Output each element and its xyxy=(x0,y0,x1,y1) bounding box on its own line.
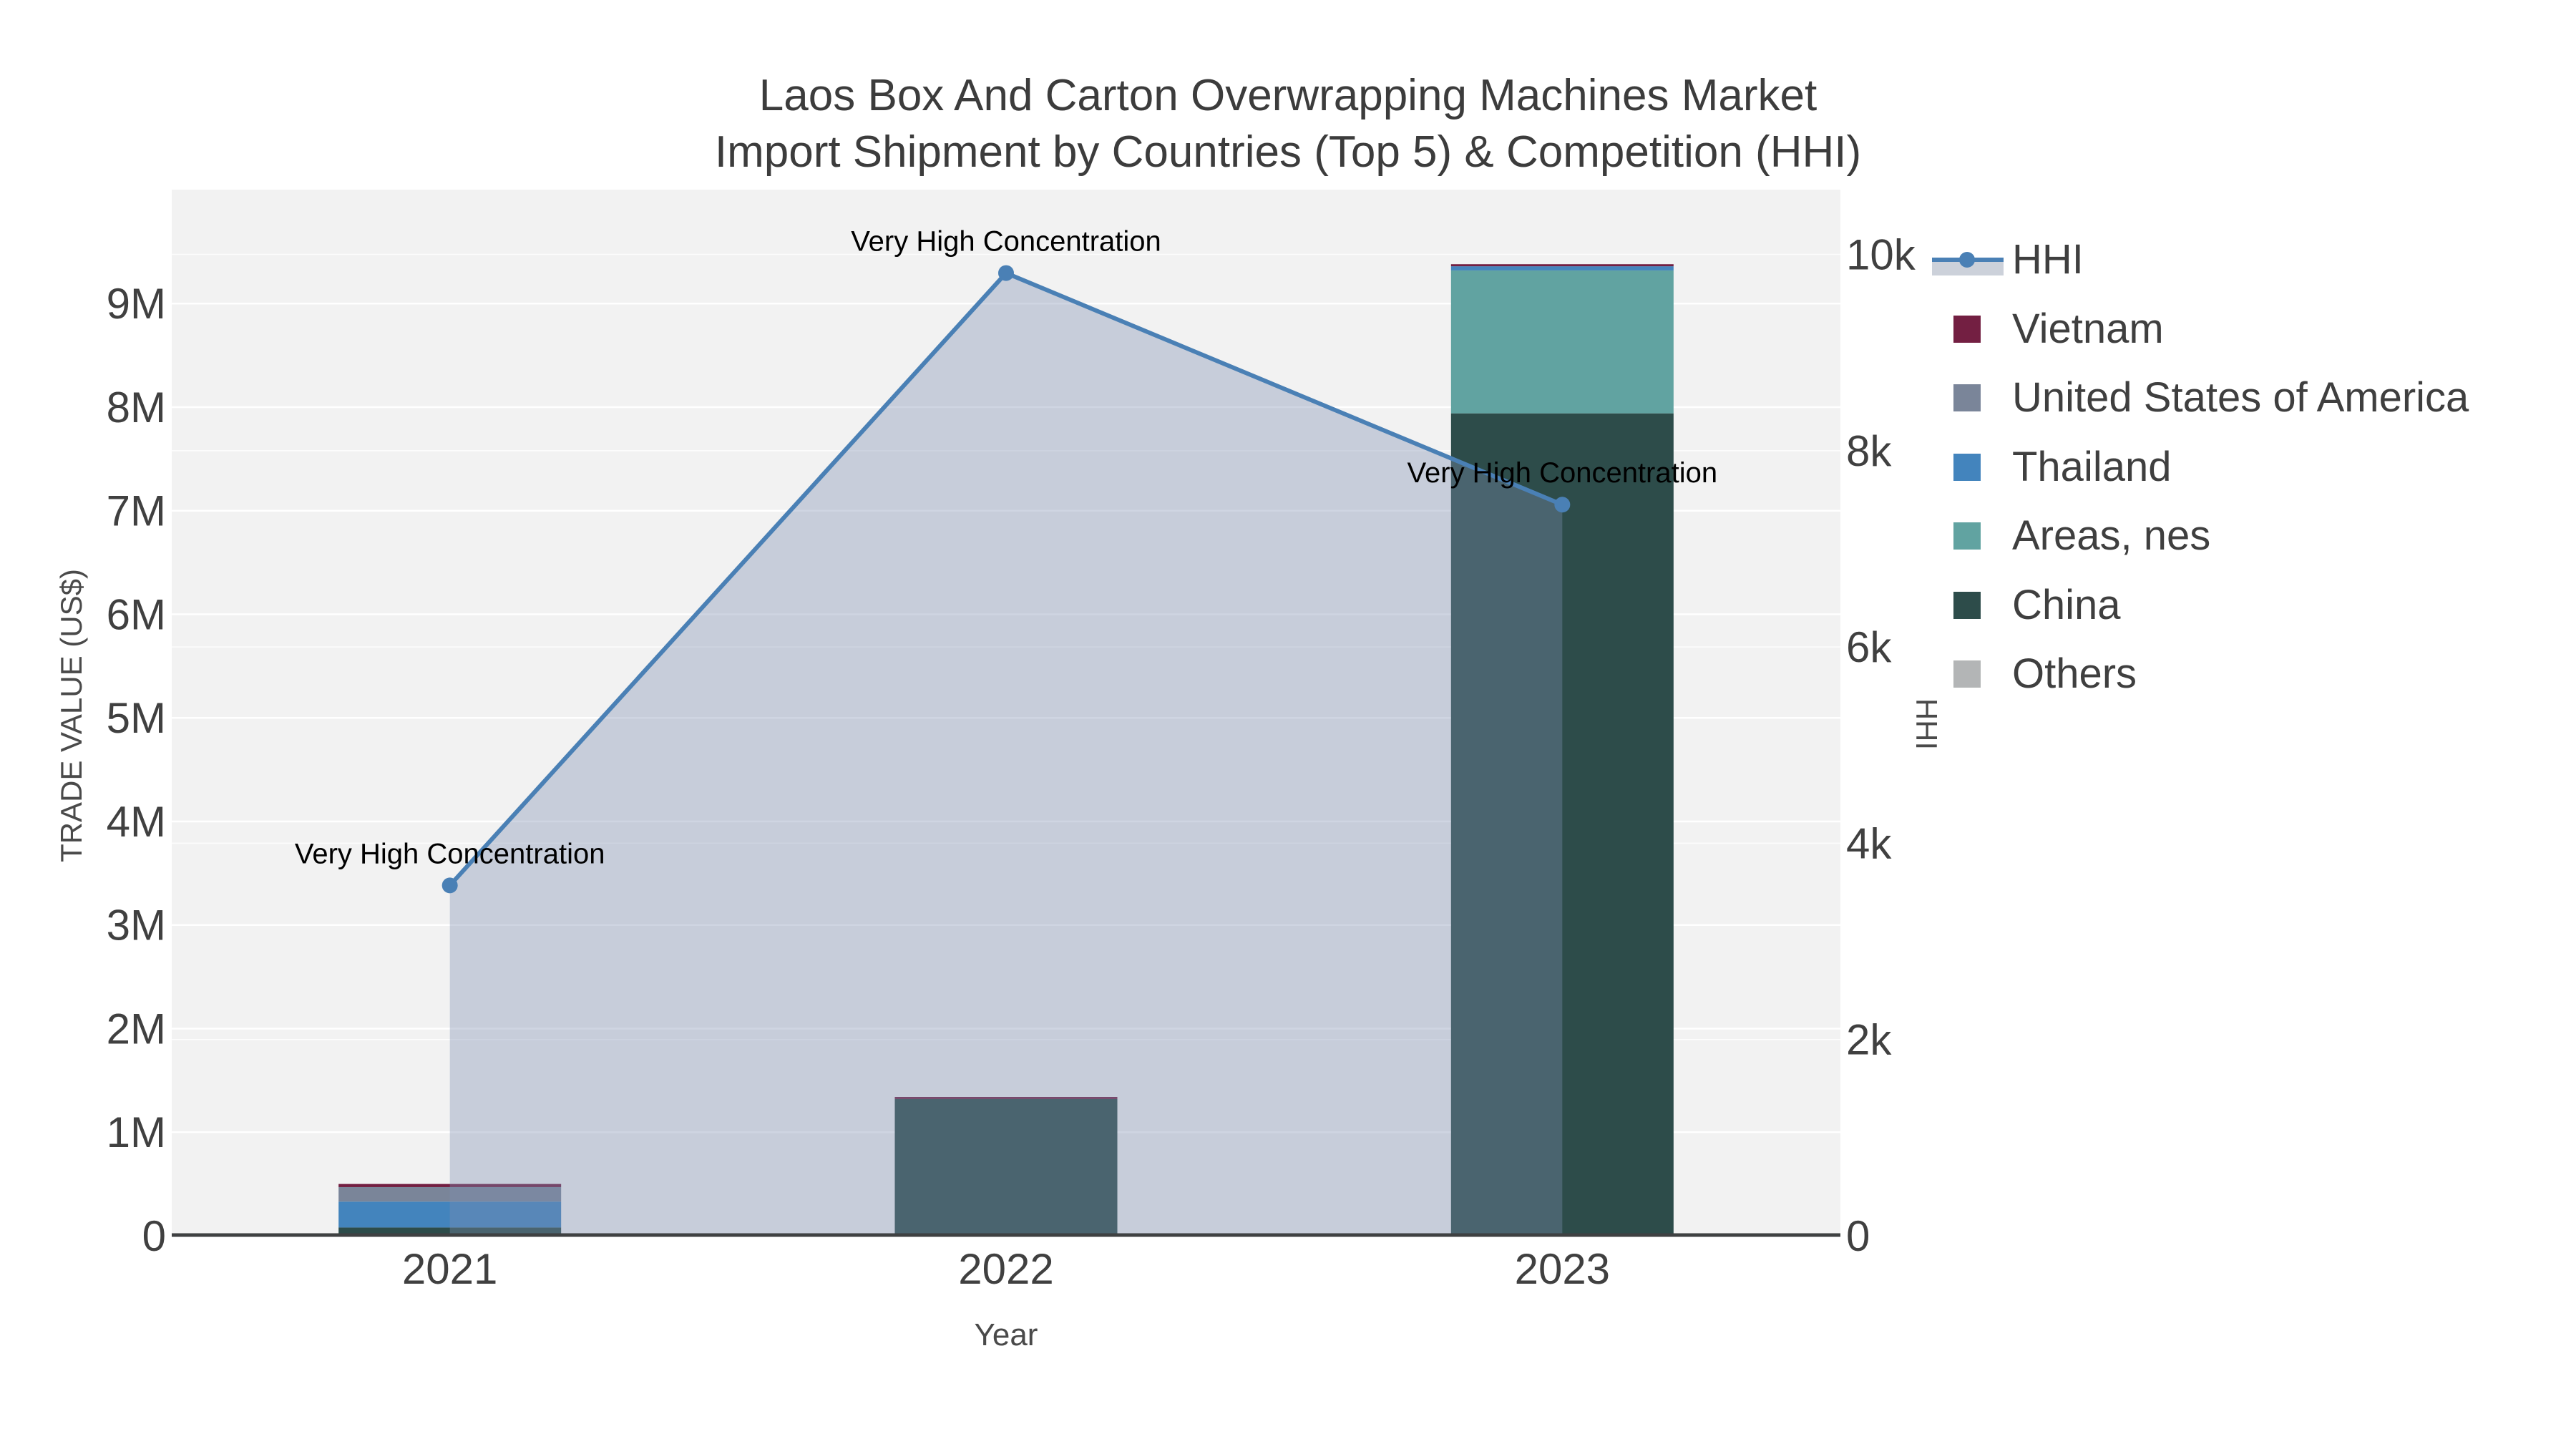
legend-swatch xyxy=(1953,522,1981,550)
annotation-2022: Very High Concentration xyxy=(851,226,1161,258)
right-axis-tick: 4k xyxy=(1846,819,1892,867)
bar-segment-china-2022 xyxy=(894,1098,1118,1236)
left-axis-title: TRADE VALUE (US$) xyxy=(54,569,88,862)
legend-item-label: HHI xyxy=(2012,236,2084,283)
bar-segment-vietnam-2022 xyxy=(894,1097,1118,1099)
chart-title: Laos Box And Carton Overwrapping Machine… xyxy=(0,67,2576,180)
left-axis-tick: 9M xyxy=(107,280,166,328)
legend-item-thailand[interactable]: Thailand xyxy=(1932,443,2171,492)
right-axis-tick: 0 xyxy=(1846,1212,1870,1260)
legend-swatch xyxy=(1953,453,1981,481)
chart-title-line2: Import Shipment by Countries (Top 5) & C… xyxy=(714,127,1862,177)
hhi-marker-2022 xyxy=(998,265,1014,281)
bar-segment-china-2021 xyxy=(338,1227,562,1236)
x-axis-tick: 2023 xyxy=(1515,1245,1610,1293)
right-axis-tick: 2k xyxy=(1846,1016,1892,1064)
right-axis-tick: 6k xyxy=(1846,623,1892,671)
legend-marker-dot xyxy=(1959,252,1975,268)
right-axis-tick: 10k xyxy=(1846,231,1916,279)
left-axis-tick: 5M xyxy=(107,694,166,742)
legend-item-label: United States of America xyxy=(2012,374,2469,421)
legend-swatch xyxy=(1953,591,1981,619)
bar-segment-united-states-of-america-2021 xyxy=(338,1186,562,1202)
left-axis-tick: 1M xyxy=(107,1108,166,1156)
left-axis-tick: 0 xyxy=(142,1212,166,1260)
legend-square-swatch-icon xyxy=(1932,305,2004,353)
hhi-marker-2023 xyxy=(1554,497,1571,513)
x-axis-tick: 2021 xyxy=(402,1245,497,1293)
legend-swatch xyxy=(1953,660,1981,688)
legend-square-swatch-icon xyxy=(1932,374,2004,422)
bar-segment-vietnam-2021 xyxy=(338,1184,562,1187)
left-axis-tick: 4M xyxy=(107,798,166,846)
legend-item-others[interactable]: Others xyxy=(1932,650,2137,698)
legend-square-swatch-icon xyxy=(1932,512,2004,560)
legend-square-swatch-icon xyxy=(1932,650,2004,698)
bar-segment-thailand-2023 xyxy=(1450,266,1674,270)
bar-segment-vietnam-2023 xyxy=(1450,264,1674,267)
bar-segment-thailand-2021 xyxy=(338,1201,562,1228)
legend-square-swatch-icon xyxy=(1932,581,2004,630)
x-axis-tick: 2022 xyxy=(958,1245,1053,1293)
legend-item-label: Areas, nes xyxy=(2012,512,2211,559)
legend-item-vietnam[interactable]: Vietnam xyxy=(1932,305,2164,353)
annotation-2021: Very High Concentration xyxy=(295,838,605,869)
bar-segment-china-2023 xyxy=(1450,413,1674,1236)
legend-item-china[interactable]: China xyxy=(1932,581,2121,630)
hhi-marker-2021 xyxy=(441,877,458,894)
left-axis-tick: 6M xyxy=(107,590,166,638)
hhi-area xyxy=(449,273,1563,1236)
legend-area-band xyxy=(1932,261,2004,275)
legend-item-areas-nes[interactable]: Areas, nes xyxy=(1932,512,2210,560)
legend-item-label: Vietnam xyxy=(2012,305,2164,352)
legend-item-label: Thailand xyxy=(2012,443,2172,490)
legend-item-united-states-of-america[interactable]: United States of America xyxy=(1932,374,2469,422)
right-axis-tick: 8k xyxy=(1846,427,1892,475)
left-axis-tick: 8M xyxy=(107,384,166,431)
legend-swatch xyxy=(1953,384,1981,411)
left-axis-tick: 3M xyxy=(107,902,166,950)
legend-item-label: China xyxy=(2012,581,2121,628)
left-axis-tick: 2M xyxy=(107,1005,166,1053)
legend-item-label: Others xyxy=(2012,650,2137,697)
annotation-2023: Very High Concentration xyxy=(1407,457,1718,489)
left-axis-tick: 7M xyxy=(107,487,166,535)
x-axis-title: Year xyxy=(974,1317,1038,1352)
chart-title-line1: Laos Box And Carton Overwrapping Machine… xyxy=(758,71,1818,120)
legend: HHI Vietnam United States of America Thaila… xyxy=(1932,0,2562,1449)
legend-square-swatch-icon xyxy=(1932,443,2004,492)
bar-segment-areas-nes-2023 xyxy=(1450,270,1674,414)
legend-item-hhi[interactable]: HHI xyxy=(1932,235,2084,284)
legend-swatch xyxy=(1953,315,1981,343)
legend-line-swatch-icon xyxy=(1932,235,2004,284)
